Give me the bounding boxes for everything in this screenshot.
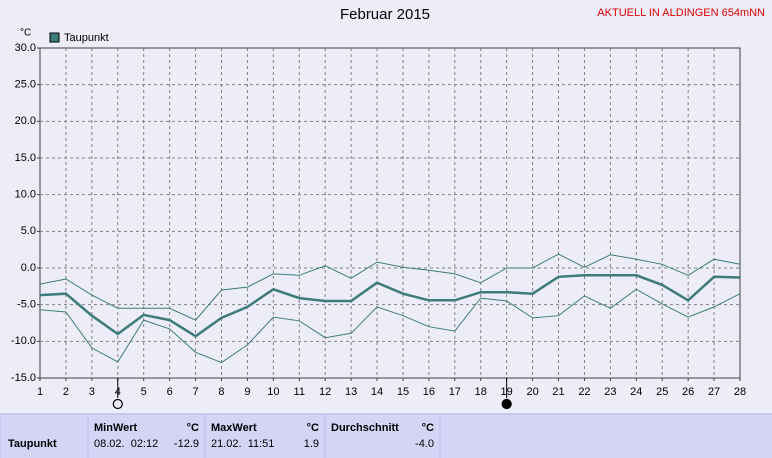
column-title: Durchschnitt: [331, 422, 399, 434]
y-tick-label: -5.0: [17, 299, 36, 311]
y-tick-label: 10.0: [15, 189, 36, 201]
cell-value: -12.9: [174, 438, 199, 450]
x-tick-label: 12: [319, 386, 331, 398]
x-tick-label: 6: [167, 386, 173, 398]
cell-time: 08.02. 02:12: [94, 438, 158, 450]
cell-time: 21.02. 11:51: [211, 438, 274, 450]
x-tick-label: 1: [37, 386, 43, 398]
legend-label: Taupunkt: [64, 32, 109, 44]
column-unit: °C: [187, 422, 199, 434]
data-line: [39, 288, 741, 364]
x-tick-label: 27: [708, 386, 720, 398]
x-tick-label: 10: [267, 386, 279, 398]
x-tick-label: 15: [397, 386, 409, 398]
row-label: Taupunkt: [8, 438, 57, 450]
stats-cell: [89, 415, 204, 458]
stats-cell: [1, 415, 87, 458]
data-line: [39, 274, 741, 338]
y-tick-label: -10.0: [11, 335, 36, 347]
x-tick-label: 24: [630, 386, 642, 398]
legend-swatch: [49, 32, 60, 43]
y-tick-label: 0.0: [21, 262, 36, 274]
x-tick-label: 8: [218, 386, 224, 398]
x-tick-label: 23: [604, 386, 616, 398]
x-tick-label: 13: [345, 386, 357, 398]
stats-cell: [206, 415, 324, 458]
y-tick-label: 30.0: [15, 42, 36, 54]
x-tick-label: 11: [294, 386, 305, 398]
x-tick-label: 9: [244, 386, 250, 398]
x-tick-label: 22: [578, 386, 590, 398]
x-tick-label: 28: [734, 386, 746, 398]
moon-phase: [112, 398, 123, 410]
x-tick-label: 5: [141, 386, 147, 398]
x-tick-label: 25: [656, 386, 668, 398]
x-tick-label: 20: [526, 386, 538, 398]
x-tick-label: 17: [449, 386, 461, 398]
cell-value: 1.9: [304, 438, 319, 450]
plot-area: [39, 47, 741, 379]
moon-phase: [501, 398, 512, 410]
y-tick-label: 15.0: [15, 152, 36, 164]
x-tick-label: 18: [475, 386, 487, 398]
column-title: MinWert: [94, 422, 138, 434]
column-title: MaxWert: [211, 422, 257, 434]
y-tick-label: 25.0: [15, 79, 36, 91]
x-tick-label: 16: [423, 386, 435, 398]
x-tick-label: 2: [63, 386, 69, 398]
cell-value: -4.0: [415, 438, 434, 450]
stats-cell: [441, 415, 772, 458]
x-tick-label: 3: [89, 386, 95, 398]
x-tick-label: 7: [192, 386, 198, 398]
x-tick-label: 21: [552, 386, 564, 398]
x-tick-label: 14: [371, 386, 383, 398]
subtitle: AKTUELL IN ALDINGEN 654mNN: [597, 7, 765, 19]
stats-cell: [326, 415, 439, 458]
data-line: [39, 253, 741, 321]
column-unit: °C: [307, 422, 319, 434]
plot: -15.0 -10.0 -5.0 0.0 5.0 10.0 15.0 20.0 25.0 30.0…: [11, 42, 746, 398]
y-axis-label: °C: [20, 28, 31, 39]
y-tick-label: 20.0: [15, 115, 36, 127]
stats-table: MinWert °C MaxWert °C Durchschnitt °C Taupunkt…: [1, 415, 772, 458]
y-tick-label: -15.0: [11, 372, 36, 384]
x-tick-label: 26: [682, 386, 694, 398]
column-unit: °C: [422, 422, 434, 434]
y-tick-label: 5.0: [21, 225, 36, 237]
chart-title: Februar 2015: [340, 6, 430, 23]
